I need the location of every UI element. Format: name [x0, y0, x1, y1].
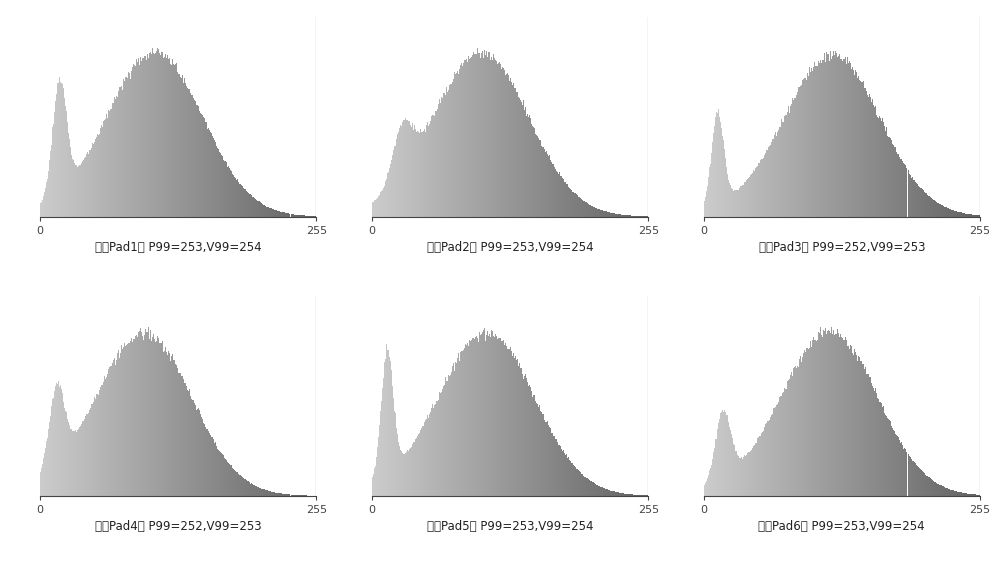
X-axis label: 校正Pad6： P99=253,V99=254: 校正Pad6： P99=253,V99=254 [758, 520, 925, 534]
X-axis label: 校正Pad3： P99=252,V99=253: 校正Pad3： P99=252,V99=253 [759, 241, 925, 254]
X-axis label: 校正Pad2： P99=253,V99=254: 校正Pad2： P99=253,V99=254 [427, 241, 593, 254]
X-axis label: 校正Pad4： P99=252,V99=253: 校正Pad4： P99=252,V99=253 [95, 520, 262, 534]
X-axis label: 校正Pad1： P99=253,V99=254: 校正Pad1： P99=253,V99=254 [95, 241, 262, 254]
X-axis label: 校正Pad5： P99=253,V99=254: 校正Pad5： P99=253,V99=254 [427, 520, 593, 534]
